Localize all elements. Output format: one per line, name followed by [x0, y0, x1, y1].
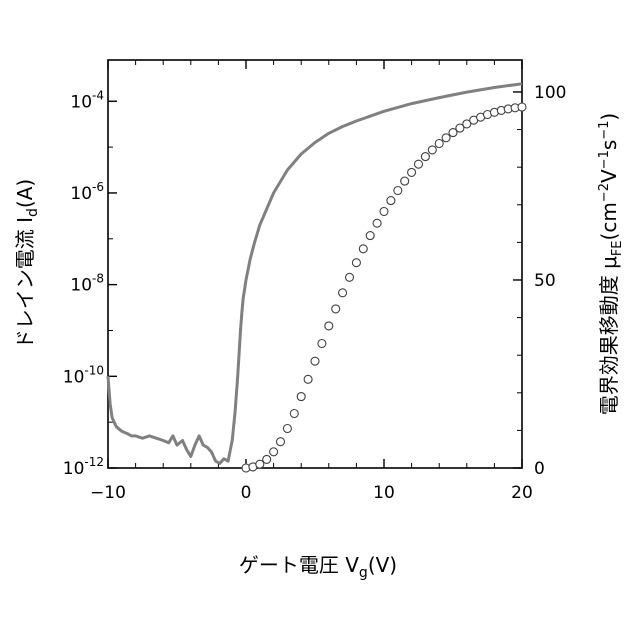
- tick-labels-layer: −100102010-1210-1010-810-610-4050100: [63, 83, 567, 503]
- right-title-unit: s: [597, 140, 621, 150]
- x-tick-label: 10: [373, 483, 395, 503]
- series-layer: [108, 84, 526, 472]
- left-tick-base: 10: [70, 276, 92, 296]
- mobility-point: [442, 134, 450, 142]
- x-tick-label: −10: [90, 483, 126, 503]
- mobility-point: [380, 208, 388, 216]
- left-tick-exponent: -6: [92, 180, 104, 194]
- right-title-sub: FE: [610, 240, 625, 256]
- mobility-point: [290, 410, 298, 418]
- left-tick-exponent: -8: [92, 272, 104, 286]
- x-title-sub: g: [359, 565, 368, 581]
- left-tick-base: 10: [63, 367, 85, 387]
- mobility-point: [373, 219, 381, 227]
- right-title-sup: −1: [597, 150, 612, 169]
- left-tick-base: 10: [63, 459, 85, 479]
- mobility-point: [352, 259, 360, 267]
- x-tick-label: 0: [241, 483, 252, 503]
- mobility-point: [339, 289, 347, 297]
- right-tick-label: 100: [534, 83, 566, 103]
- right-title-sup: −1: [597, 121, 612, 140]
- left-tick-label: 10-4: [70, 88, 104, 112]
- right-tick-label: 0: [534, 459, 545, 479]
- left-tick-exponent: -12: [84, 455, 104, 469]
- left-title-unit: (A): [13, 179, 37, 208]
- mobility-point: [297, 393, 305, 401]
- mobility-point: [311, 357, 319, 365]
- mobility-point: [325, 322, 333, 330]
- mobility-point: [366, 232, 374, 240]
- left-tick-exponent: -10: [84, 363, 104, 377]
- left-tick-exponent: -4: [92, 88, 104, 102]
- left-tick-base: 10: [70, 184, 92, 204]
- mobility-point: [277, 438, 285, 446]
- mobility-point: [387, 197, 395, 205]
- mobility-point: [318, 340, 326, 348]
- x-title-main: ゲート電圧 V: [239, 553, 359, 577]
- mobility-point: [346, 273, 354, 281]
- mobility-point: [428, 146, 436, 154]
- right-tick-label: 50: [534, 271, 556, 291]
- mobility-point: [256, 460, 264, 468]
- x-title-unit: (V): [368, 553, 397, 577]
- mobility-point: [332, 305, 340, 313]
- mobility-point: [304, 375, 312, 383]
- mobility-point: [408, 168, 416, 176]
- x-axis-title: ゲート電圧 Vg(V): [239, 553, 397, 581]
- mobility-point: [415, 160, 423, 168]
- left-tick-label: 10-6: [70, 180, 104, 204]
- ticks-layer: [108, 60, 522, 468]
- mobility-point: [401, 177, 409, 185]
- left-title-main: ドレイン電流 I: [13, 217, 37, 349]
- left-tick-label: 10-12: [63, 455, 104, 479]
- left-tick-label: 10-10: [63, 363, 104, 387]
- mobility-point: [435, 140, 443, 148]
- plot-frame: [108, 60, 522, 468]
- mobility-point: [283, 425, 291, 433]
- right-title-unit: V: [597, 169, 621, 183]
- mobility-point: [421, 153, 429, 161]
- x-tick-label: 20: [511, 483, 533, 503]
- mobility-point: [270, 448, 278, 456]
- left-axis-title: ドレイン電流 Id(A): [13, 179, 41, 349]
- right-axis-title: 電界効果移動度 μFE(cm−2V−1s−1): [597, 113, 625, 416]
- right-title-sup: −2: [597, 183, 612, 202]
- right-title-unit: ): [597, 113, 621, 121]
- left-title-sub: d: [25, 208, 41, 217]
- mobility-point: [394, 187, 402, 195]
- mobility-point: [263, 455, 271, 463]
- mobility-point: [518, 103, 526, 111]
- right-title-main: 電界効果移動度 μ: [597, 256, 621, 415]
- left-tick-base: 10: [70, 92, 92, 112]
- drain-current-line: [108, 84, 522, 464]
- right-title-unit: (cm: [597, 202, 621, 240]
- left-tick-label: 10-8: [70, 272, 104, 296]
- mobility-point: [359, 245, 367, 253]
